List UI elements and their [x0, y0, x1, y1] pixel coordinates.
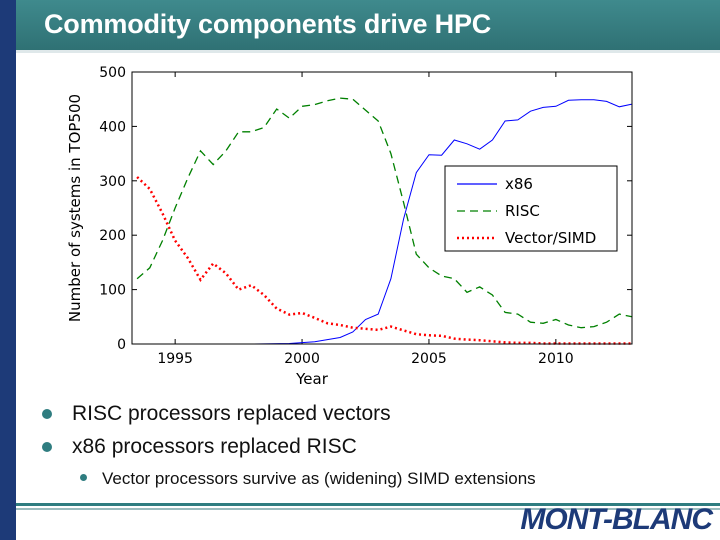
bullet-dot-icon — [42, 409, 52, 419]
sub-bullet-text: Vector processors survive as (widening) … — [102, 469, 536, 488]
y-tick-label: 100 — [99, 283, 126, 299]
series-line-risc — [136, 97, 633, 329]
bullet-text: RISC processors replaced vectors — [72, 402, 391, 425]
footer-divider-thin — [16, 508, 720, 510]
bullet-dot-icon — [42, 442, 52, 452]
bullet-text: x86 processors replaced RISC — [72, 435, 357, 458]
legend-label: RISC — [505, 202, 540, 220]
line-chart: 0 100 200 300 400 500 1995 2000 2005 2010 Year Numb… — [60, 58, 650, 390]
chart-svg: 0 100 200 300 400 500 1995 2000 2005 2010 Year Numb… — [66, 65, 633, 388]
title-bar: Commodity components drive HPC — [16, 0, 720, 53]
x-axis-label: Year — [295, 370, 329, 388]
sub-bullet-dot-icon — [80, 474, 87, 481]
x-tick-label: 1995 — [157, 351, 193, 367]
y-tick-label: 300 — [99, 174, 126, 190]
x-tick-label: 2010 — [538, 351, 574, 367]
slide-title: Commodity components drive HPC — [44, 9, 492, 39]
plot-frame — [131, 71, 633, 345]
legend-label: Vector/SIMD — [505, 229, 596, 247]
footer-divider — [16, 503, 720, 506]
x-tick-label: 2005 — [411, 351, 447, 367]
legend-label: x86 — [505, 175, 533, 193]
y-tick-label: 200 — [99, 228, 126, 244]
y-tick-label: 500 — [99, 65, 126, 81]
x-tick-label: 2000 — [284, 351, 320, 367]
series-line-x86 — [137, 99, 633, 345]
y-tick-label: 400 — [99, 119, 126, 135]
y-tick-label: 0 — [117, 337, 126, 353]
y-axis-label: Number of systems in TOP500 — [66, 94, 84, 322]
mont-blanc-logo: MONT-BLANC — [520, 503, 713, 536]
left-accent-bar — [0, 0, 16, 540]
